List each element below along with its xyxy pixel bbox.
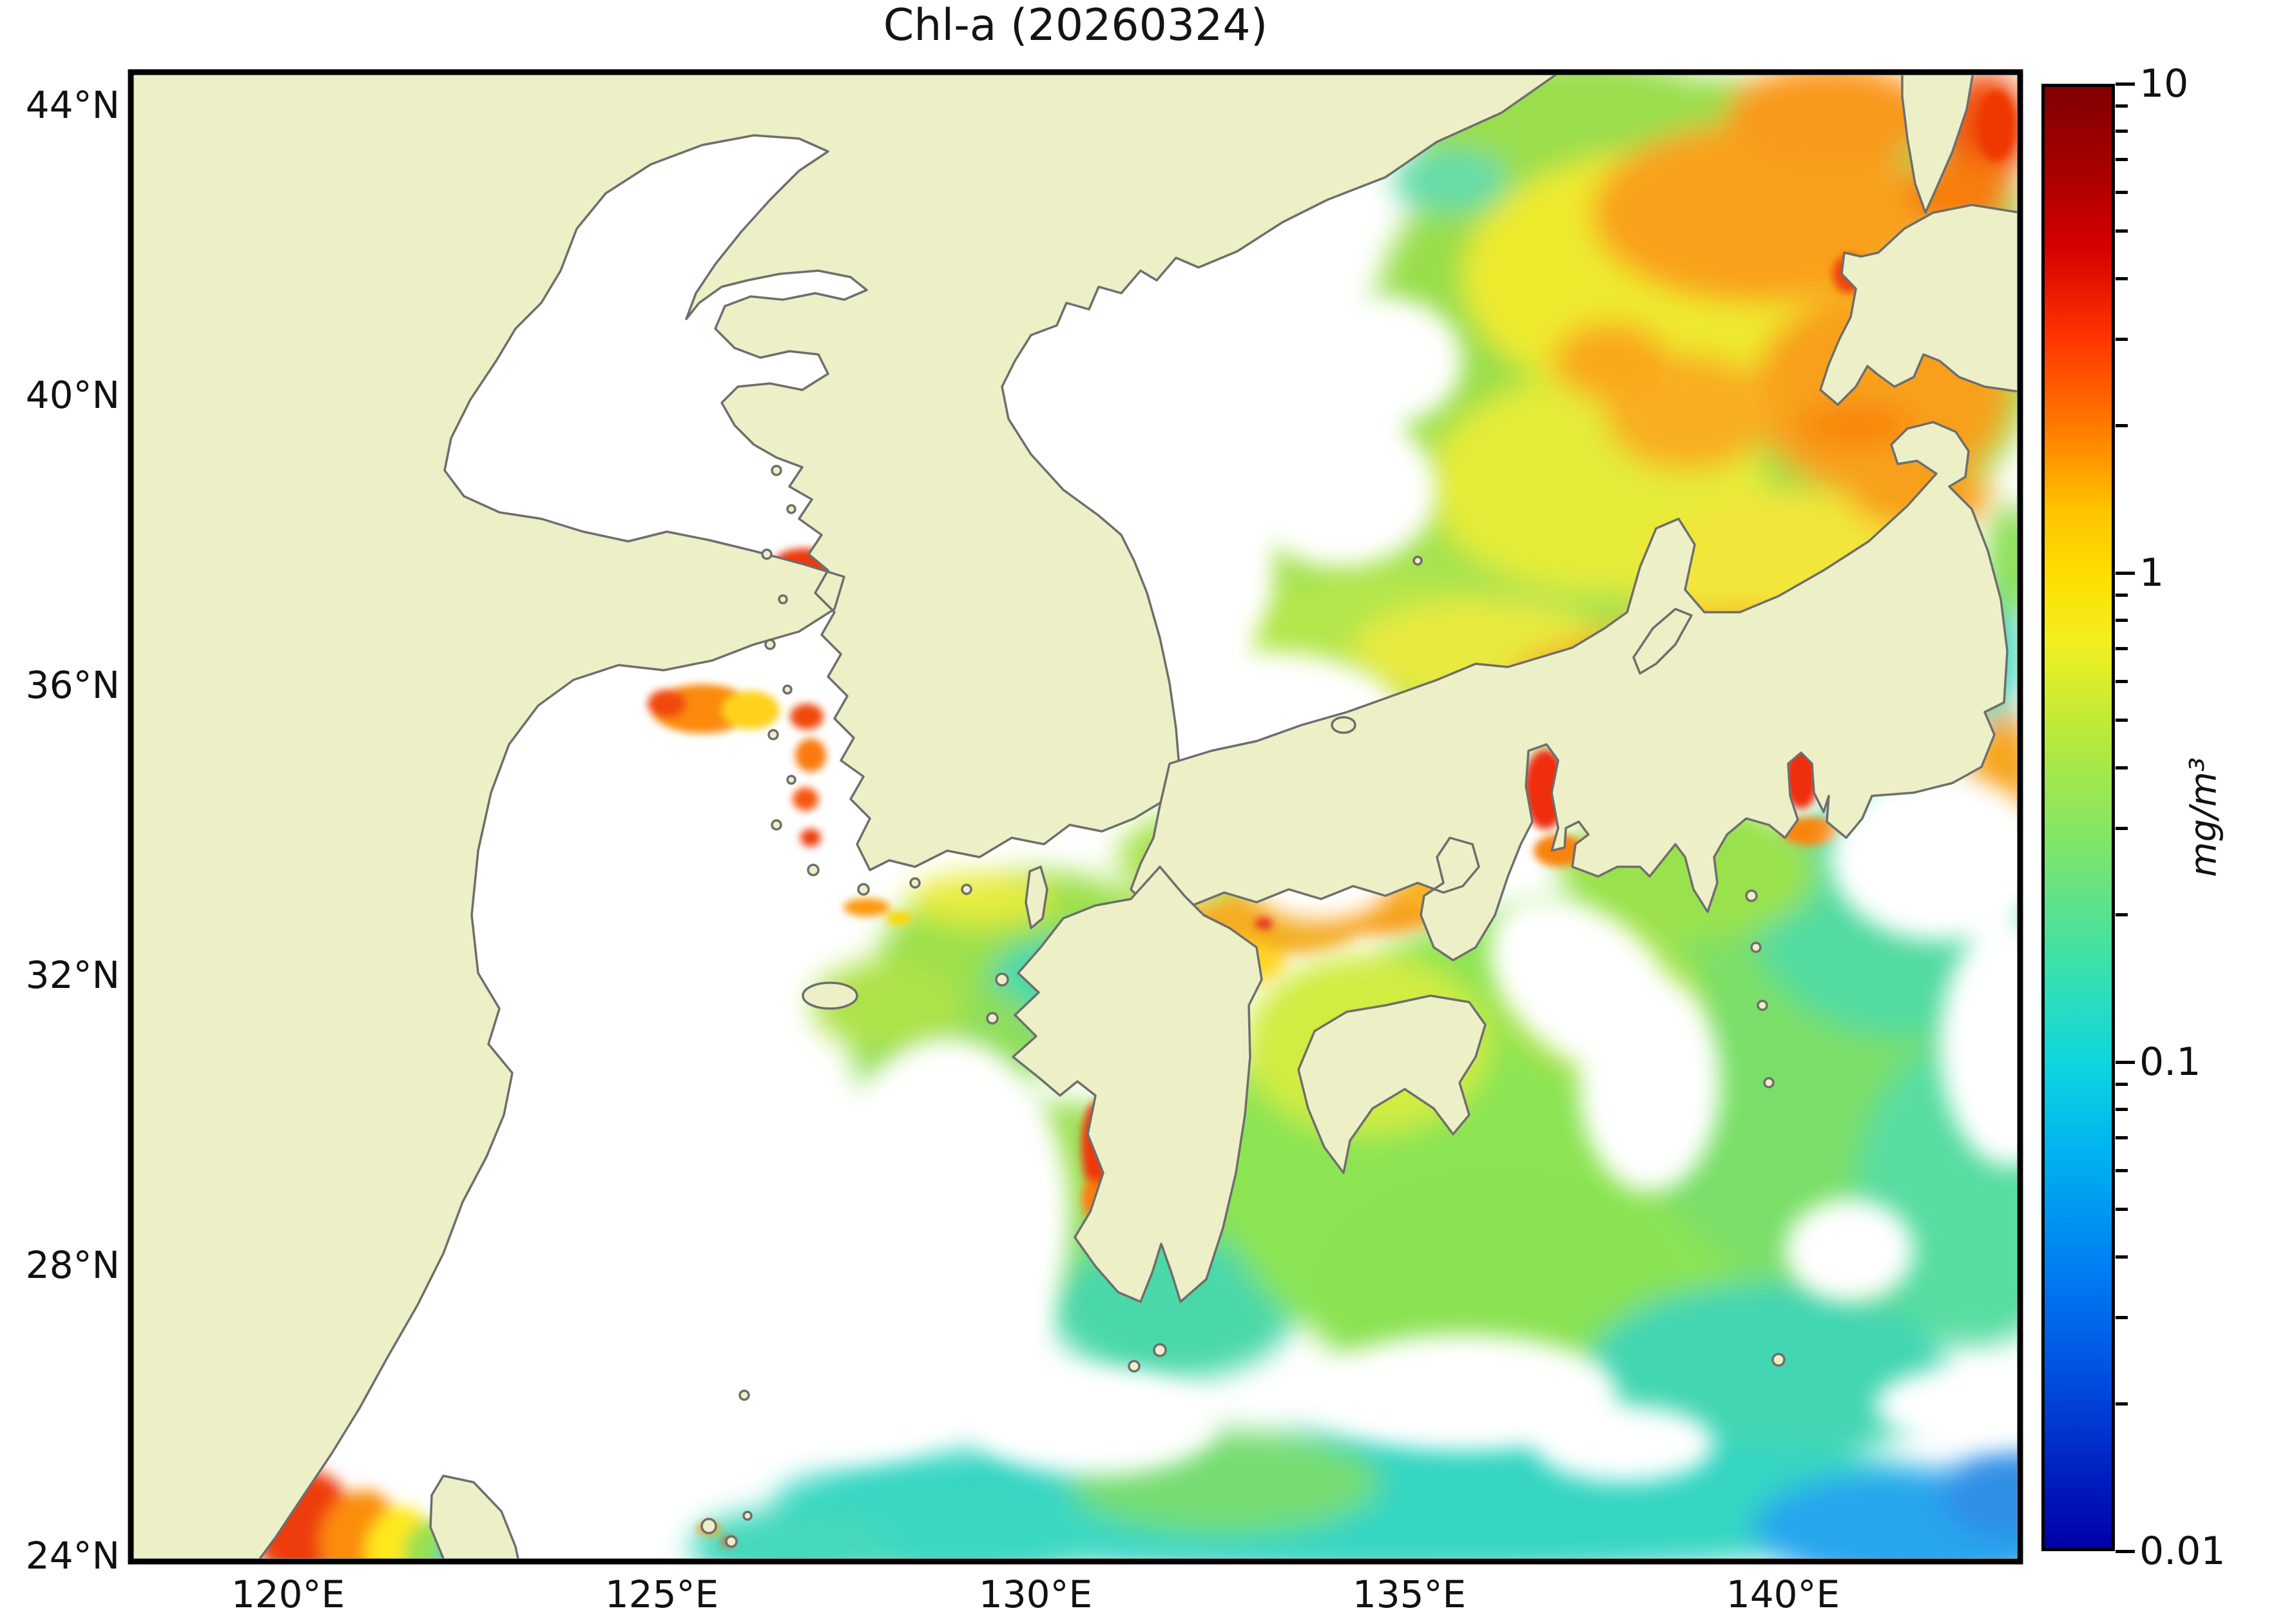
x-tick-label-130e: 130°E xyxy=(978,1572,1093,1616)
colorbar-minor-tick xyxy=(2116,766,2128,769)
x-tick-label-140e: 140°E xyxy=(1726,1572,1840,1616)
colorbar-label-0p01: 0.01 xyxy=(2139,1529,2226,1574)
colorbar-label-0p1: 0.1 xyxy=(2139,1039,2201,1085)
y-tick-label-32n: 32°N xyxy=(25,953,120,997)
colorbar-minor-tick xyxy=(2116,158,2128,162)
colorbar-minor-tick xyxy=(2116,190,2128,194)
colorbar-unit-label: mg/m³ xyxy=(2183,757,2225,877)
colorbar-minor-tick xyxy=(2116,594,2128,597)
colorbar-minor-tick xyxy=(2116,679,2128,683)
plot-border xyxy=(128,69,2023,1565)
colorbar-minor-tick xyxy=(2116,1168,2128,1172)
land-shikoku xyxy=(1297,994,1487,1174)
colorbar-minor-tick xyxy=(2116,130,2128,133)
colorbar-minor-tick xyxy=(2116,1316,2128,1320)
land-kyushu xyxy=(1012,865,1263,1303)
colorbar-minor-tick xyxy=(2116,1207,2128,1211)
colorbar-gradient xyxy=(2045,87,2112,1548)
colorbar-minor-tick xyxy=(2116,913,2128,917)
colorbar-minor-tick xyxy=(2116,104,2128,108)
y-tick-label-44n: 44°N xyxy=(25,83,120,127)
y-tick-label-36n: 36°N xyxy=(25,663,120,707)
colorbar-minor-tick xyxy=(2116,1108,2128,1112)
land-sakhalin-tip xyxy=(1901,75,1974,214)
colorbar-label-1: 1 xyxy=(2139,550,2164,595)
land-taiwan xyxy=(429,1474,519,1558)
colorbar-minor-tick xyxy=(2116,1255,2128,1259)
x-tick-label-120e: 120°E xyxy=(231,1572,345,1616)
y-tick-label-28n: 28°N xyxy=(25,1243,120,1287)
colorbar-major-tick xyxy=(2116,1549,2135,1553)
land-tsushima xyxy=(1025,865,1048,929)
colorbar xyxy=(2041,84,2115,1551)
land-oki xyxy=(1331,716,1356,734)
colorbar-minor-tick xyxy=(2116,424,2128,428)
land-mainland-asia xyxy=(134,75,1557,1558)
page-title: Chl-a (20260324) xyxy=(883,0,1268,51)
land-sado xyxy=(1632,608,1693,675)
colorbar-minor-tick xyxy=(2116,718,2128,722)
colorbar-major-tick xyxy=(2116,82,2135,86)
colorbar-minor-tick xyxy=(2116,619,2128,623)
colorbar-minor-tick xyxy=(2116,338,2128,342)
colorbar-minor-tick xyxy=(2116,827,2128,831)
small-islands xyxy=(700,465,1786,1548)
colorbar-minor-tick xyxy=(2116,229,2128,233)
x-tick-label-135e: 135°E xyxy=(1352,1572,1467,1616)
y-tick-label-24n: 24°N xyxy=(25,1534,120,1578)
colorbar-minor-tick xyxy=(2116,1136,2128,1140)
land-hokkaido xyxy=(1819,204,2017,406)
colorbar-major-tick xyxy=(2116,571,2135,575)
colorbar-minor-tick xyxy=(2116,647,2128,651)
colorbar-major-tick xyxy=(2116,1060,2135,1064)
y-tick-label-40n: 40°N xyxy=(25,373,120,417)
land-honshu xyxy=(1130,421,2009,962)
colorbar-minor-tick xyxy=(2116,1083,2128,1087)
colorbar-minor-tick xyxy=(2116,276,2128,280)
land-jeju xyxy=(802,981,858,1010)
land-masses xyxy=(134,75,2017,1558)
colorbar-minor-tick xyxy=(2116,1402,2128,1406)
x-tick-label-125e: 125°E xyxy=(604,1572,719,1616)
colorbar-label-10: 10 xyxy=(2139,61,2189,106)
